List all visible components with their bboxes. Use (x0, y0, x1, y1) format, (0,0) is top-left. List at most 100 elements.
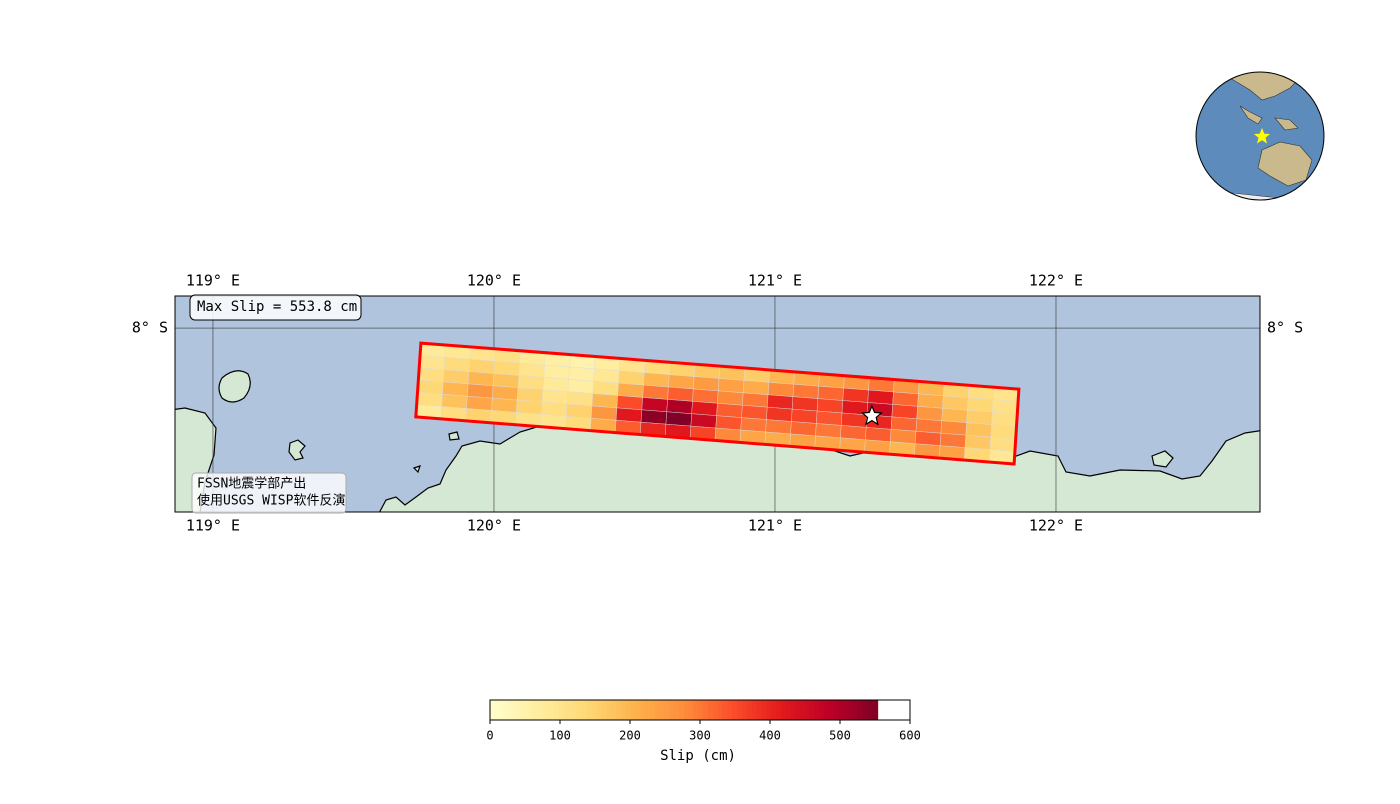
slip-cell (966, 409, 993, 425)
colorbar-segment (678, 700, 685, 720)
slip-cell (742, 392, 769, 408)
colorbar-segment (615, 700, 622, 720)
colorbar-tick-label: 300 (689, 729, 711, 743)
slip-cell (740, 417, 767, 433)
slip-cell (517, 387, 544, 403)
slip-cell (691, 401, 718, 416)
slip-cell (418, 367, 445, 383)
colorbar-segment (640, 700, 646, 720)
slip-cell (942, 395, 969, 411)
slip-cell (667, 386, 694, 402)
credit-line: FSSN地震学部产出 (197, 476, 306, 492)
colorbar-segment (601, 700, 607, 720)
slip-cell (693, 376, 720, 392)
slip-cell (441, 394, 468, 409)
colorbar-segment (741, 700, 748, 720)
epicenter (860, 404, 883, 426)
slip-cell (690, 413, 717, 429)
colorbar-segment (552, 700, 559, 720)
colorbar-segment (591, 700, 598, 720)
colorbar-segment (654, 700, 661, 720)
slip-cell (467, 383, 494, 399)
colorbar-segment (596, 700, 602, 720)
colorbar-segment (809, 700, 816, 720)
slip-cell (443, 357, 471, 372)
slip-cell (618, 370, 645, 386)
colorbar-segment (863, 700, 869, 720)
colorbar-segment (843, 700, 850, 720)
colorbar-segment (674, 700, 680, 720)
slip-cell (717, 390, 744, 406)
slip-cell (418, 355, 446, 370)
map-frame (174, 295, 1261, 513)
slip-cell (616, 395, 643, 411)
colorbar-segment (829, 700, 835, 720)
colorbar-segment (533, 700, 539, 720)
globe-inset (1195, 71, 1325, 201)
colorbar-segment (557, 700, 564, 720)
slip-cell (543, 364, 570, 380)
slip-cell (666, 399, 693, 414)
colorbar-segment (698, 700, 704, 720)
slip-cell (443, 369, 470, 385)
slip-cell (617, 382, 644, 398)
slip-cell (790, 421, 817, 437)
colorbar-segment (669, 700, 675, 720)
colorbar-segment (727, 700, 733, 720)
colorbar-segment (683, 700, 690, 720)
slip-cell (566, 403, 593, 419)
slip-cell (941, 408, 968, 423)
colorbar-segment (785, 700, 791, 720)
colorbar-segment (804, 700, 811, 720)
colorbar-segment (790, 700, 796, 720)
slip-cell (791, 408, 818, 424)
colorbar-segment (490, 700, 496, 720)
colorbar-segment (659, 700, 665, 720)
colorbar-segment (693, 700, 699, 720)
globe-outline (1195, 71, 1325, 201)
island (218, 370, 251, 403)
slip-cell (715, 415, 742, 431)
slip-cell (591, 393, 618, 409)
slip-cell (541, 401, 568, 417)
slip-cell (492, 373, 520, 388)
colorbar-segment (509, 700, 515, 720)
slip-cell (742, 380, 770, 395)
slip-cell (841, 412, 868, 428)
slip-cell (416, 392, 443, 407)
lon-tick-label: 122° E (1029, 272, 1083, 290)
lon-tick-label: 119° E (186, 272, 240, 290)
slip-cell (991, 411, 1018, 427)
lon-tick-label: 120° E (467, 272, 521, 290)
colorbar-segment (795, 700, 801, 720)
colorbar-segment (625, 700, 632, 720)
slip-cell (792, 384, 819, 399)
colorbar-segment (780, 700, 787, 720)
slip-cell (516, 399, 543, 415)
slip-cell (716, 403, 743, 418)
colorbar-tick-label: 400 (759, 729, 781, 743)
colorbar-segment (853, 700, 859, 720)
slip-cell (842, 387, 869, 403)
slip-cell (767, 394, 794, 410)
slip-cell (592, 381, 619, 396)
max-slip-box (189, 294, 362, 321)
slip-cell (593, 368, 620, 384)
slip-cell (518, 362, 545, 378)
colorbar-segment (717, 700, 724, 720)
colorbar-segment (824, 700, 830, 720)
slip-cell (642, 384, 669, 400)
colorbar-segment (688, 700, 695, 720)
slip-cell (992, 399, 1019, 415)
slip-cell (417, 379, 444, 395)
slip-cell (767, 382, 795, 397)
slip-cell (892, 391, 919, 407)
fault-outline (414, 341, 1021, 466)
colorbar-segment (708, 700, 714, 720)
colorbar-segment (814, 700, 821, 720)
colorbar-segment (572, 700, 578, 720)
land (378, 424, 1260, 512)
colorbar-segment (582, 700, 588, 720)
colorbar-tick-label: 100 (549, 729, 571, 743)
lon-tick-label: 121° E (748, 272, 802, 290)
